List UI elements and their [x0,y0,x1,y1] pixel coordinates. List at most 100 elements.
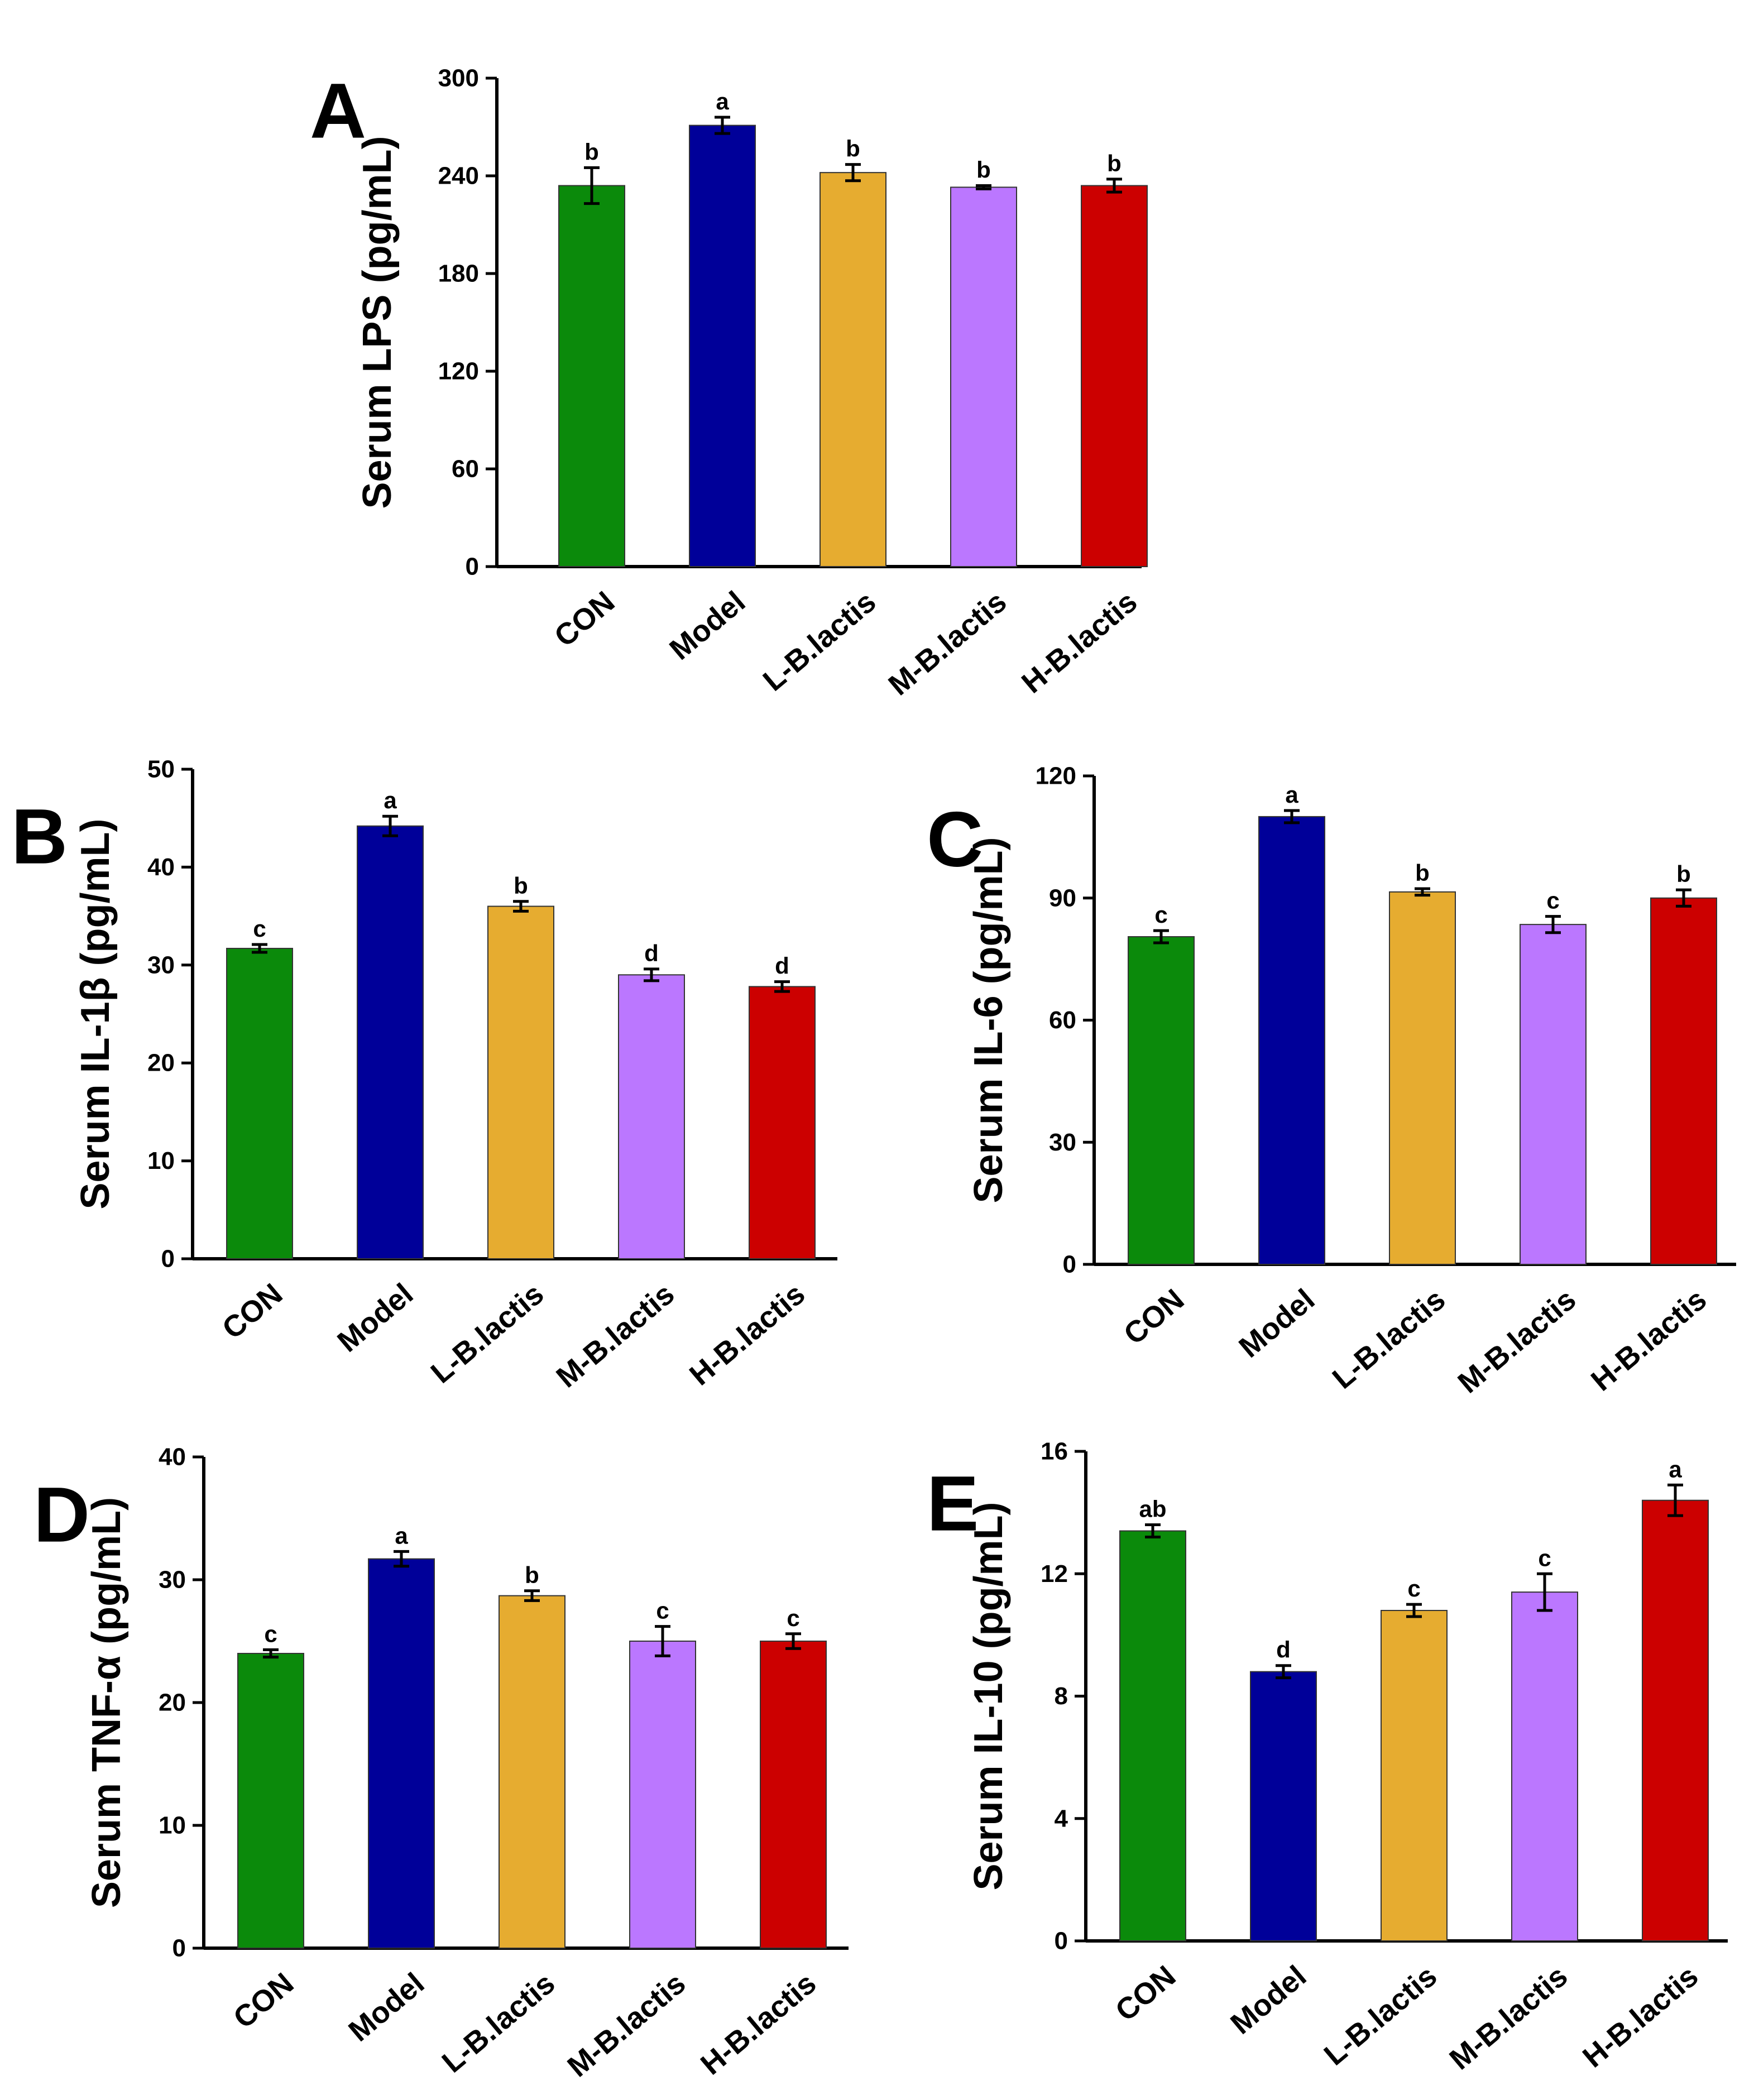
bar [749,986,816,1259]
bar [760,1641,827,1949]
significance-letter: c [787,1605,799,1631]
panel-e: E 0 4 8 12 16 Serum IL-10 (pg/mL) ab CON d Model c L… [927,1438,1728,2077]
significance-letter: a [384,787,397,813]
category-label: L-B.lactis [1326,1283,1452,1396]
significance-letter: a [395,1522,408,1548]
bar [618,974,685,1259]
bar [487,905,554,1260]
significance-letter: d [1276,1637,1291,1663]
bar [368,1558,435,1949]
y-tick-label: 10 [159,1812,186,1839]
bar [1081,185,1148,567]
y-tick-label: 240 [438,162,479,190]
panel-letter: E [927,1460,979,1547]
bar [1642,1499,1709,1941]
panel-letter: C [927,795,983,883]
significance-letter: b [1676,861,1691,887]
bar [629,1641,696,1949]
panel-letter: D [33,1471,90,1559]
panel-letter: B [11,793,68,880]
significance-letter: d [775,953,789,979]
significance-letter: b [976,157,991,183]
significance-letter: a [1285,781,1298,808]
category-label: H-B.lactis [1576,1959,1704,2074]
significance-letter: b [584,138,599,165]
category-label: CON [1118,1283,1190,1351]
significance-letter: b [525,1562,539,1588]
category-label: Model [1233,1283,1321,1364]
panel-letter: A [310,67,366,155]
panel-d: D 0 10 20 30 40 Serum TNF-α (pg/mL) c CON a Model b… [33,1444,849,2084]
y-tick-label: 0 [1063,1251,1076,1278]
category-label: H-B.lactis [694,1967,822,2082]
bar [1520,924,1587,1265]
category-label: M-B.lactis [561,1967,692,2084]
bar [950,186,1017,567]
bar [357,825,424,1260]
bar [1511,1591,1578,1941]
y-axis-label: Serum IL-1β (pg/mL) [73,819,118,1210]
y-axis-label: Serum IL-10 (pg/mL) [966,1502,1011,1890]
significance-letter: c [1538,1545,1551,1571]
y-tick-label: 120 [438,358,479,385]
category-label: CON [548,585,621,654]
significance-letter: c [253,915,266,942]
y-tick-label: 50 [147,756,175,783]
significance-letter: c [264,1620,277,1647]
bar [820,172,886,567]
significance-letter: c [1546,888,1559,914]
bar [499,1595,566,1949]
category-label: H-B.lactis [683,1277,811,1392]
bar [237,1653,304,1949]
category-label: L-B.lactis [757,585,883,698]
y-tick-label: 40 [159,1444,186,1471]
category-label: H-B.lactis [1585,1283,1713,1398]
category-label: M-B.lactis [550,1277,680,1394]
y-axis-label: Serum IL-6 (pg/mL) [966,837,1011,1203]
significance-letter: c [1154,902,1167,928]
y-tick-label: 60 [452,456,479,483]
y-tick-label: 0 [172,1935,186,1962]
category-label: H-B.lactis [1015,585,1143,700]
panel-c: C 0 30 60 90 120 Serum IL-6 (pg/mL) c CON a Model b… [927,763,1736,1400]
significance-letter: d [644,940,659,966]
category-label: CON [216,1277,289,1346]
category-label: M-B.lactis [1451,1283,1582,1400]
bar [1119,1530,1186,1941]
y-tick-label: 120 [1036,763,1076,790]
significance-letter: b [1415,860,1430,886]
bar [1128,936,1195,1265]
bar [1250,1671,1317,1941]
category-label: CON [227,1967,300,2035]
y-tick-label: 30 [147,951,175,979]
bar [1258,816,1325,1265]
bar [1650,897,1717,1265]
y-tick-label: 40 [147,854,175,881]
category-label: L-B.lactis [425,1277,550,1390]
significance-letter: ab [1139,1496,1166,1522]
y-tick-label: 0 [161,1245,175,1273]
significance-letter: a [716,88,729,114]
y-tick-label: 180 [438,260,479,287]
category-label: M-B.lactis [1443,1959,1574,2077]
category-label: Model [1224,1959,1312,2041]
bar [226,947,293,1260]
significance-letter: a [1669,1456,1682,1482]
y-tick-label: 20 [147,1049,175,1077]
bar [689,124,756,568]
significance-letter: b [514,872,528,899]
bar [1389,891,1456,1265]
category-label: L-B.lactis [436,1967,562,2079]
panel-a: A 0 60 120 180 240 300 Serum LPS (pg/mL) b CON a Mo… [310,65,1148,702]
y-tick-label: 20 [159,1689,186,1717]
y-axis-label: Serum TNF-α (pg/mL) [84,1497,129,1908]
significance-letter: b [846,136,860,162]
category-label: Model [331,1277,419,1359]
y-tick-label: 90 [1049,884,1076,912]
panel-b: B 0 10 20 30 40 50 Serum IL-1β (pg/mL) c CON a Mode… [11,756,837,1394]
significance-letter: c [656,1598,669,1624]
significance-letter: b [1107,150,1122,176]
category-label: CON [1109,1959,1182,2028]
category-label: Model [663,585,751,667]
category-label: M-B.lactis [882,585,1013,702]
